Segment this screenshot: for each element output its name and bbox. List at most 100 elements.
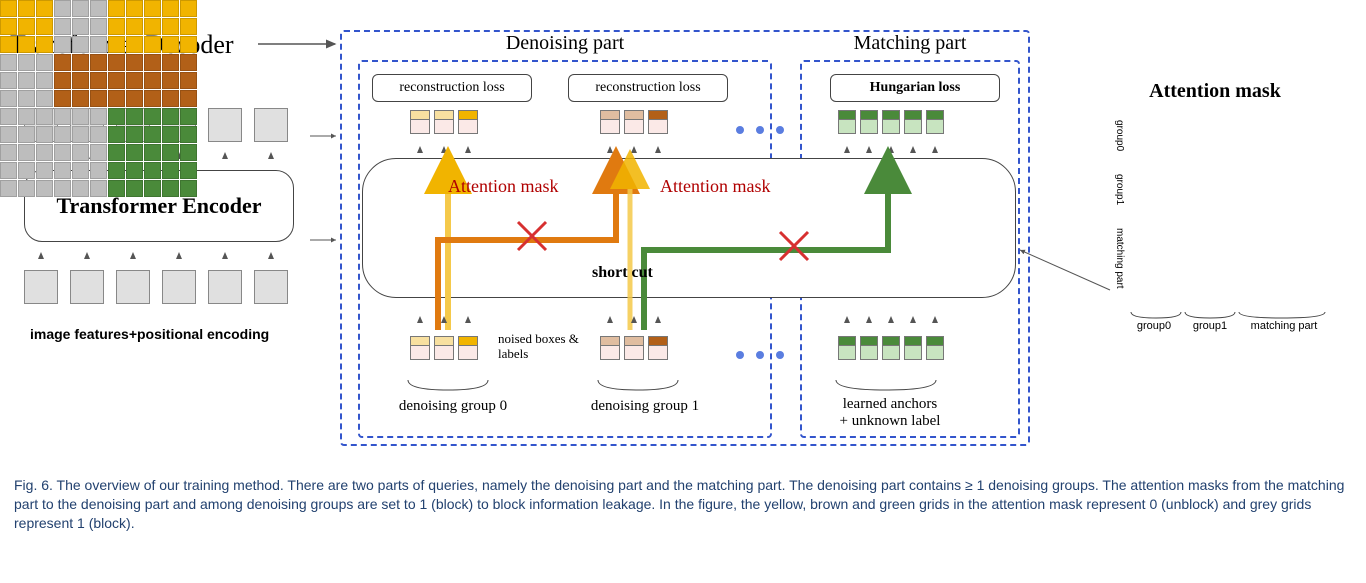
query-token — [410, 110, 430, 134]
query-token — [926, 110, 944, 134]
mask-cell — [54, 54, 71, 71]
in-arrows-match — [838, 310, 938, 328]
mask-cell — [126, 54, 143, 71]
mask-row-label-g0: group0 — [1114, 120, 1125, 151]
mask-cell — [18, 54, 35, 71]
query-token — [410, 336, 430, 360]
mask-cell — [90, 144, 107, 161]
mask-cell — [180, 54, 197, 71]
output-queries-matching — [838, 110, 948, 134]
mask-cell — [36, 180, 53, 197]
mask-cell — [0, 72, 17, 89]
query-token — [926, 336, 944, 360]
mask-cell — [126, 126, 143, 143]
mask-cell — [18, 90, 35, 107]
mask-cell — [162, 72, 179, 89]
mask-cell — [72, 162, 89, 179]
mask-cell — [144, 0, 161, 17]
query-token — [860, 336, 878, 360]
short-cut-label: short cut — [592, 264, 653, 282]
mask-cell — [90, 90, 107, 107]
mask-cell — [162, 108, 179, 125]
mask-cell — [162, 18, 179, 35]
query-token — [838, 336, 856, 360]
matching-title: Matching part — [800, 32, 1020, 55]
mask-cell — [108, 36, 125, 53]
mask-cell — [108, 108, 125, 125]
mask-cell — [36, 144, 53, 161]
mask-cell — [18, 180, 35, 197]
output-queries-group0 — [410, 110, 482, 134]
mask-cell — [180, 108, 197, 125]
recon-loss-box-1: reconstruction loss — [568, 74, 728, 102]
mask-cell — [54, 0, 71, 17]
mask-cell — [72, 126, 89, 143]
mask-cell — [162, 36, 179, 53]
mask-cell — [180, 180, 197, 197]
noised-label: noised boxes & labels — [498, 332, 598, 362]
query-token — [624, 110, 644, 134]
mask-cell — [126, 0, 143, 17]
mask-cell — [144, 90, 161, 107]
feature-box — [116, 270, 150, 304]
query-token — [648, 110, 668, 134]
mask-cell — [54, 90, 71, 107]
mask-cell — [0, 144, 17, 161]
figure-caption: Fig. 6. The overview of our training met… — [14, 476, 1352, 533]
mask-cell — [180, 18, 197, 35]
out-arrows-g0 — [410, 140, 471, 158]
mask-cell — [90, 36, 107, 53]
mask-cell — [0, 0, 17, 17]
mask-cell — [18, 72, 35, 89]
mask-cell — [90, 162, 107, 179]
mask-cell — [144, 36, 161, 53]
mask-cell — [90, 0, 107, 17]
mask-cell — [108, 126, 125, 143]
mask-cell — [90, 54, 107, 71]
mask-cell — [72, 144, 89, 161]
mask-cell — [72, 90, 89, 107]
query-token — [600, 336, 620, 360]
mask-cell — [54, 126, 71, 143]
out-arrows-g1 — [600, 140, 661, 158]
mask-cell — [180, 162, 197, 179]
mask-cell — [54, 36, 71, 53]
mask-cell — [162, 0, 179, 17]
denoising-title: Denoising part — [358, 32, 772, 55]
mask-cell — [90, 180, 107, 197]
mask-cell — [144, 72, 161, 89]
mask-cell — [36, 72, 53, 89]
mask-cell — [144, 18, 161, 35]
query-token — [860, 110, 878, 134]
mask-cell — [0, 126, 17, 143]
mask-cell — [108, 180, 125, 197]
group0-label: denoising group 0 — [388, 398, 518, 415]
query-token — [882, 110, 900, 134]
mask-cell — [144, 108, 161, 125]
mask-cell — [36, 18, 53, 35]
mask-cell — [18, 108, 35, 125]
mask-cell — [72, 108, 89, 125]
feature-box — [208, 270, 242, 304]
mask-cell — [36, 54, 53, 71]
mask-cell — [144, 126, 161, 143]
mask-cell — [126, 18, 143, 35]
mask-cell — [162, 126, 179, 143]
mask-cell — [72, 72, 89, 89]
mask-col-label-g0: group0 — [1126, 320, 1182, 332]
feature-box — [254, 270, 288, 304]
mask-cell — [72, 0, 89, 17]
mask-cell — [126, 90, 143, 107]
query-token — [882, 336, 900, 360]
mask-cell — [108, 162, 125, 179]
attn-mask-label-2: Attention mask — [660, 176, 771, 197]
mask-cell — [126, 144, 143, 161]
encoder-bottom-arrows — [24, 246, 274, 264]
mask-cell — [180, 36, 197, 53]
mask-cell — [54, 144, 71, 161]
recon-loss-box-0: reconstruction loss — [372, 74, 532, 102]
query-token — [904, 336, 922, 360]
mask-cell — [54, 108, 71, 125]
mask-cell — [54, 162, 71, 179]
mask-cell — [0, 54, 17, 71]
